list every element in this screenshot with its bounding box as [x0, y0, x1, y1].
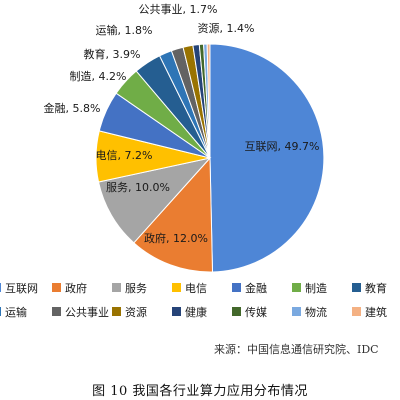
- pie-slice-14: [206, 43, 211, 159]
- legend-swatch-1-4: [172, 283, 181, 292]
- legend-swatch-2-3: [112, 307, 121, 316]
- legend-label-2-3: 资源: [125, 305, 147, 319]
- legend-swatch-1-3: [112, 283, 121, 292]
- legend-label-1-2: 政府: [65, 281, 87, 295]
- source-note: 来源：中国信息通信研究院、IDC: [214, 343, 379, 356]
- legend-label-2-1: 运输: [5, 305, 27, 319]
- legend-swatch-1-1: [0, 283, 1, 292]
- slice-label-7: 教育, 3.9%: [84, 47, 141, 61]
- pie-slices: [95, 43, 325, 273]
- legend-label-2-4: 健康: [185, 305, 207, 319]
- pie-labels: 互联网, 49.7% 政府, 12.0% 服务, 10.0% 电信, 7.2% 金融, …: [44, 3, 320, 245]
- legend-label-1-7: 教育: [365, 281, 387, 295]
- legend-swatch-1-5: [232, 283, 241, 292]
- slice-label-9: 公共事业, 1.7%: [139, 3, 218, 16]
- legend-swatch-2-7: [352, 307, 361, 316]
- legend-swatch-1-7: [352, 283, 361, 292]
- legend-label-1-6: 制造: [305, 281, 327, 295]
- legend-swatch-2-1: [0, 307, 1, 316]
- slice-label-2: 政府, 12.0%: [144, 231, 208, 245]
- pie-slice-1: [209, 43, 325, 273]
- legend-label-2-7: 建筑: [365, 305, 387, 319]
- legend-swatch-2-2: [52, 307, 61, 316]
- slice-label-4: 电信, 7.2%: [96, 149, 153, 162]
- legend-swatch-1-6: [292, 283, 301, 292]
- legend-label-1-4: 电信: [185, 282, 207, 295]
- legend-label-1-1: 互联网: [5, 282, 38, 295]
- legend-label-2-5: 传媒: [245, 306, 267, 319]
- figure-caption: 图 10 我国各行业算力应用分布情况: [92, 384, 308, 399]
- slice-label-6: 制造, 4.2%: [70, 69, 127, 83]
- legend-swatch-1-2: [52, 283, 61, 292]
- legend-swatch-2-6: [292, 307, 301, 316]
- slice-label-5: 金融, 5.8%: [44, 101, 101, 115]
- legend-label-1-3: 服务: [125, 282, 147, 295]
- legend-label-2-6: 物流: [305, 305, 327, 319]
- legend-swatch-2-5: [232, 307, 241, 316]
- legend-label-1-5: 金融: [245, 281, 267, 295]
- slice-label-1: 互联网, 49.7%: [245, 140, 320, 153]
- slice-label-8: 运输, 1.8%: [96, 23, 153, 37]
- pie-slice-2: [133, 156, 214, 273]
- legend-swatch-2-4: [172, 307, 181, 316]
- slice-label-10: 资源, 1.4%: [198, 21, 255, 35]
- slice-label-3: 服务, 10.0%: [106, 181, 170, 194]
- legend-label-2-2: 公共事业: [65, 306, 109, 319]
- pie-slice-3: [97, 157, 212, 244]
